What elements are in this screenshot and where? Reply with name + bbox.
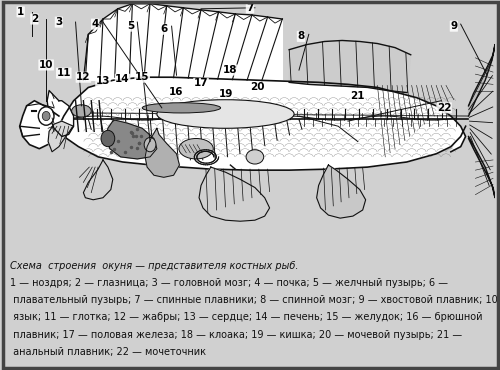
Text: 9: 9 <box>450 21 458 31</box>
Text: 14: 14 <box>116 74 130 84</box>
Polygon shape <box>145 128 180 177</box>
Text: Схема  строения  окуня — представителя костных рыб.: Схема строения окуня — представителя кос… <box>10 261 298 271</box>
Text: 18: 18 <box>223 65 238 75</box>
Text: 19: 19 <box>218 88 232 98</box>
Ellipse shape <box>38 107 54 125</box>
Polygon shape <box>468 137 495 198</box>
Ellipse shape <box>42 111 50 121</box>
Text: 1 — ноздря; 2 — глазница; 3 — головной мозг; 4 — почка; 5 — желчный пузырь; 6 —: 1 — ноздря; 2 — глазница; 3 — головной м… <box>10 278 448 288</box>
Polygon shape <box>468 44 495 116</box>
Polygon shape <box>48 121 74 152</box>
Text: 13: 13 <box>96 76 110 86</box>
Ellipse shape <box>101 130 115 147</box>
Polygon shape <box>289 40 410 92</box>
Polygon shape <box>84 4 282 83</box>
Text: 3: 3 <box>56 17 62 27</box>
Polygon shape <box>84 160 113 200</box>
Ellipse shape <box>179 138 213 159</box>
Polygon shape <box>316 165 366 218</box>
Text: 4: 4 <box>92 19 99 29</box>
Text: 1: 1 <box>17 7 24 17</box>
Text: 6: 6 <box>160 24 168 34</box>
Polygon shape <box>20 101 59 149</box>
Ellipse shape <box>246 150 264 164</box>
Text: плавательный пузырь; 7 — спинные плавники; 8 — спинной мозг; 9 — хвостовой плавн: плавательный пузырь; 7 — спинные плавник… <box>10 295 500 305</box>
Text: анальный плавник; 22 — мочеточник: анальный плавник; 22 — мочеточник <box>10 347 206 357</box>
Text: язык; 11 — глотка; 12 — жабры; 13 — сердце; 14 — печень; 15 — желудок; 16 — брюш: язык; 11 — глотка; 12 — жабры; 13 — серд… <box>10 312 482 323</box>
Text: 15: 15 <box>135 72 150 82</box>
Ellipse shape <box>142 103 220 113</box>
Text: 7: 7 <box>246 3 254 13</box>
Ellipse shape <box>144 138 156 152</box>
Text: 22: 22 <box>437 103 452 113</box>
Text: 17: 17 <box>194 78 208 88</box>
Text: 2: 2 <box>31 14 38 24</box>
Text: 8: 8 <box>298 31 304 41</box>
Text: 12: 12 <box>76 72 90 82</box>
Text: 20: 20 <box>250 83 265 92</box>
Polygon shape <box>106 120 157 159</box>
Text: плавник; 17 — половая железа; 18 — клоака; 19 — кишка; 20 — мочевой пузырь; 21 —: плавник; 17 — половая железа; 18 — клоак… <box>10 330 462 340</box>
Ellipse shape <box>157 100 294 128</box>
Text: 5: 5 <box>127 21 134 31</box>
Polygon shape <box>199 167 270 221</box>
Ellipse shape <box>72 105 91 117</box>
Polygon shape <box>47 91 74 137</box>
Text: 16: 16 <box>169 87 184 97</box>
Text: 10: 10 <box>39 60 54 70</box>
Polygon shape <box>59 77 466 170</box>
Text: 21: 21 <box>350 91 365 101</box>
Text: 11: 11 <box>56 68 71 78</box>
